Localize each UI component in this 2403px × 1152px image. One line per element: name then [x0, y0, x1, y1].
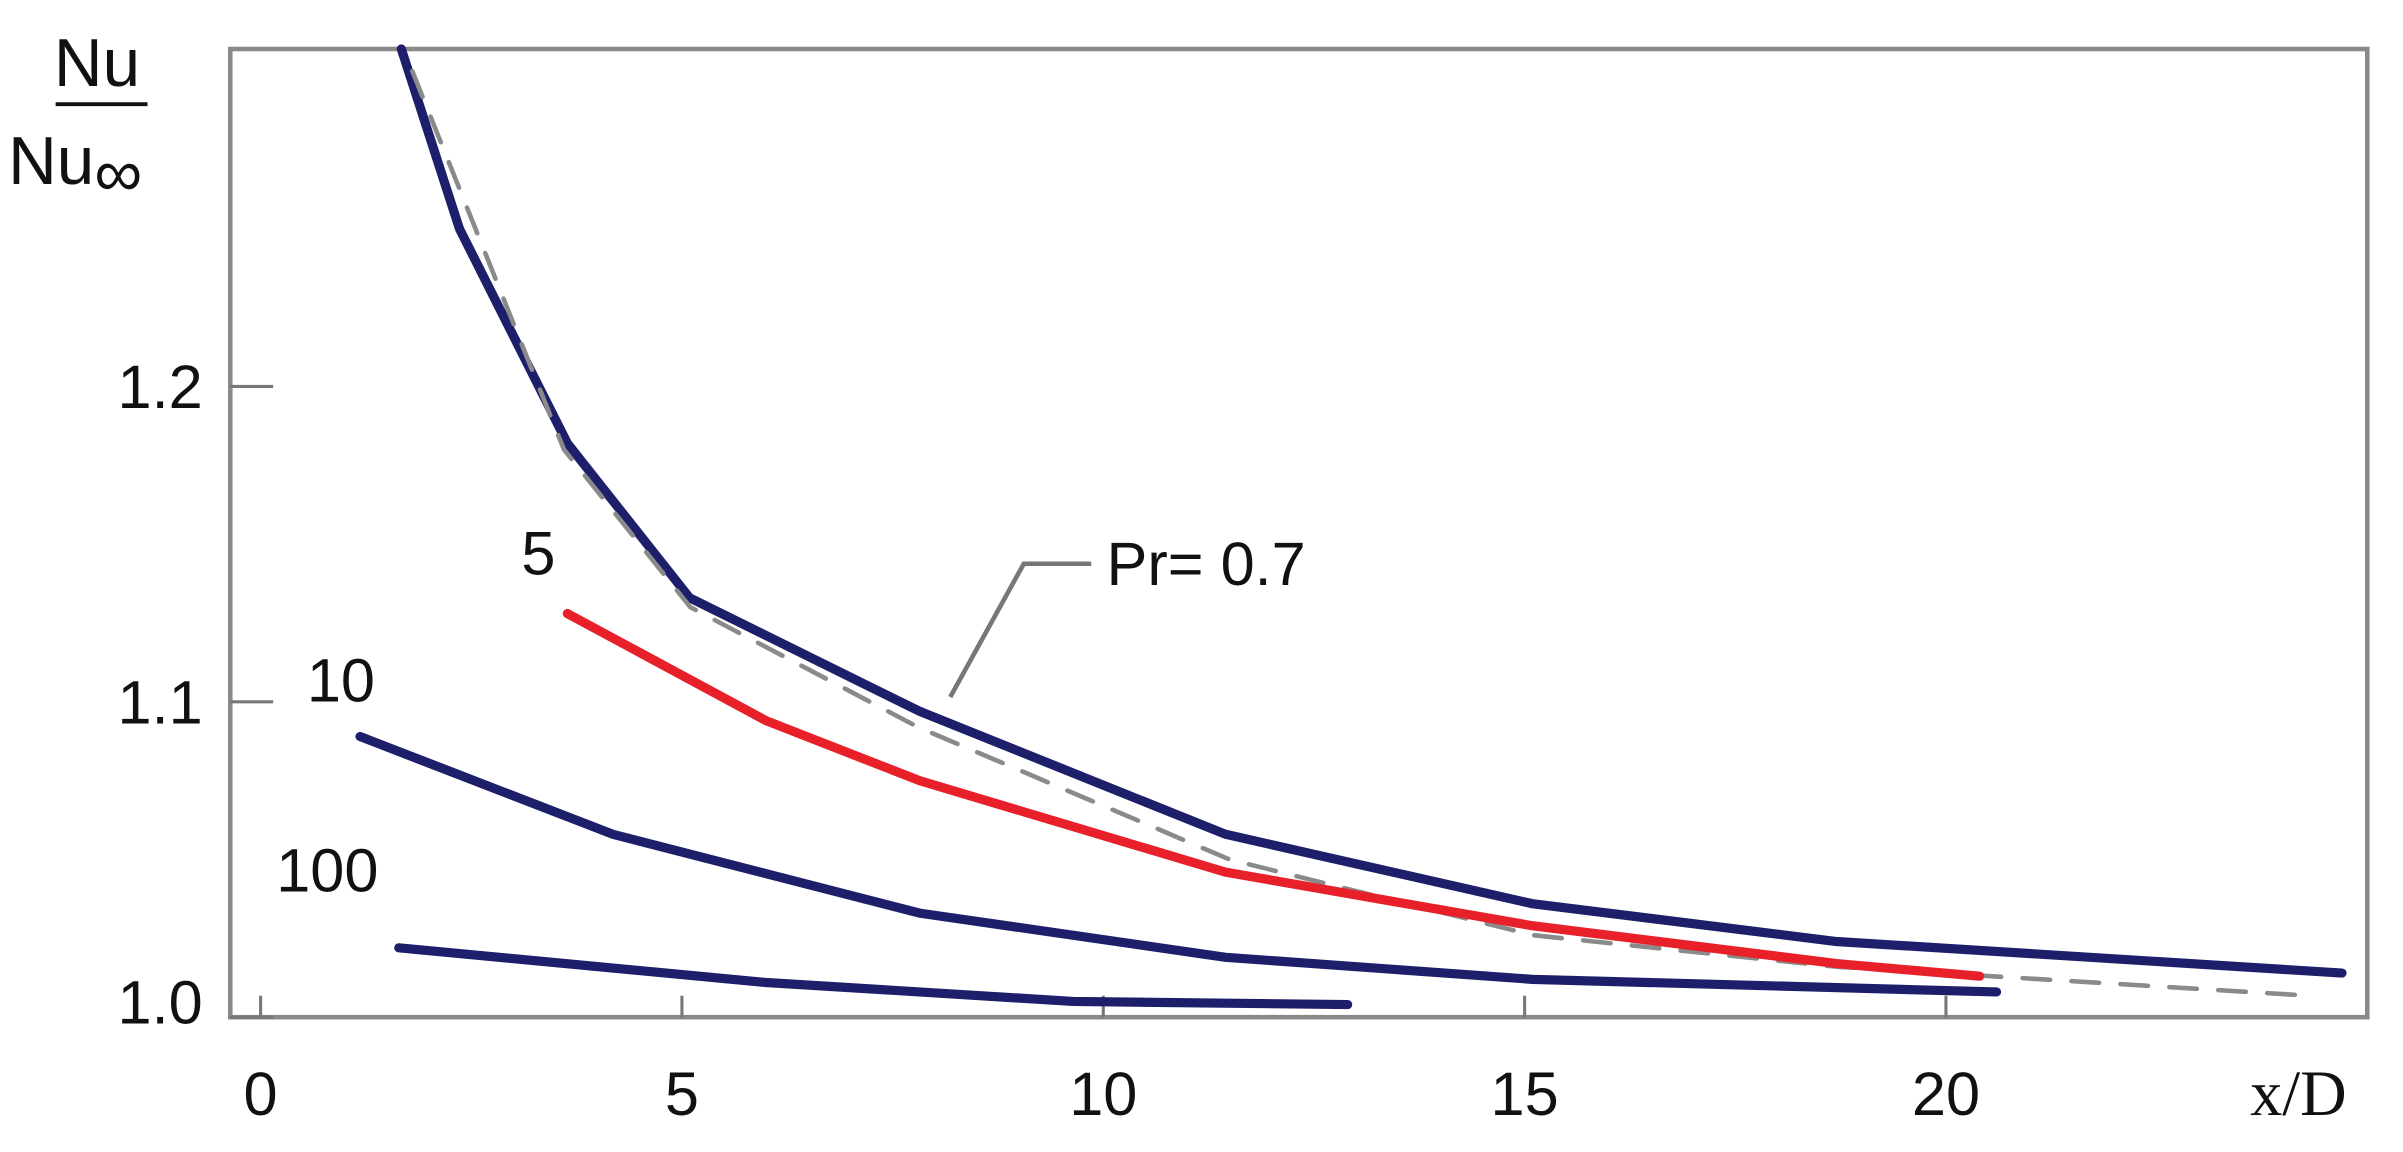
curve	[394, 943, 1353, 1010]
y-tick-label: 1.2	[118, 353, 203, 421]
y-tick-label: 1.1	[118, 668, 203, 736]
y-axis-label-bottom-main: Nu	[8, 124, 94, 199]
x-tick-label: 20	[1912, 1060, 1980, 1128]
x-tick-label: 10	[1069, 1060, 1137, 1128]
x-tick-label: 15	[1491, 1060, 1559, 1128]
y-axis-label-bottom: Nu∞	[8, 124, 142, 211]
x-tick-label: 0	[244, 1060, 278, 1128]
y-axis-label-top: Nu	[54, 26, 140, 101]
curve	[562, 608, 1985, 981]
curve-label: 5	[521, 519, 555, 587]
plot-frame	[227, 46, 2370, 1020]
curve	[355, 731, 2002, 997]
x-tick-label: 5	[665, 1060, 699, 1128]
curve-label: 100	[276, 837, 378, 905]
x-axis-label: x/D	[2250, 1058, 2347, 1129]
y-tick-label: 1.0	[118, 968, 203, 1036]
curve	[396, 44, 2347, 978]
y-axis-label-sub: ∞	[94, 136, 142, 211]
leader-line	[948, 561, 1092, 699]
curve-label: 10	[307, 647, 375, 715]
curve-label: Pr= 0.7	[1107, 530, 1306, 598]
